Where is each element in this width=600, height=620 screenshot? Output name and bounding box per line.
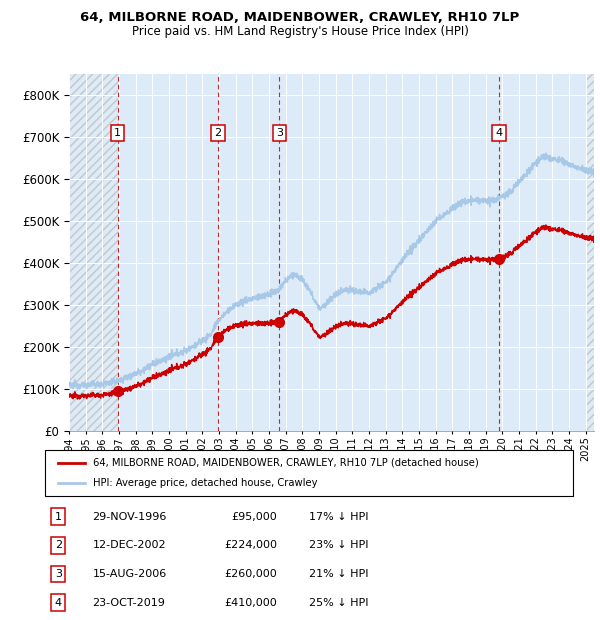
Text: 4: 4: [496, 128, 503, 138]
Text: £260,000: £260,000: [224, 569, 277, 579]
Text: 21% ↓ HPI: 21% ↓ HPI: [309, 569, 368, 579]
Text: 3: 3: [55, 569, 62, 579]
Text: 2: 2: [55, 540, 62, 550]
Text: Price paid vs. HM Land Registry's House Price Index (HPI): Price paid vs. HM Land Registry's House …: [131, 25, 469, 38]
Text: 23% ↓ HPI: 23% ↓ HPI: [309, 540, 368, 550]
Text: 1: 1: [114, 128, 121, 138]
Text: 3: 3: [276, 128, 283, 138]
Text: 2: 2: [215, 128, 222, 138]
Text: 25% ↓ HPI: 25% ↓ HPI: [309, 598, 368, 608]
Text: 29-NOV-1996: 29-NOV-1996: [92, 512, 167, 521]
Text: HPI: Average price, detached house, Crawley: HPI: Average price, detached house, Craw…: [92, 479, 317, 489]
Text: 64, MILBORNE ROAD, MAIDENBOWER, CRAWLEY, RH10 7LP (detached house): 64, MILBORNE ROAD, MAIDENBOWER, CRAWLEY,…: [92, 458, 478, 467]
Text: 23-OCT-2019: 23-OCT-2019: [92, 598, 166, 608]
Text: 15-AUG-2006: 15-AUG-2006: [92, 569, 167, 579]
Text: 64, MILBORNE ROAD, MAIDENBOWER, CRAWLEY, RH10 7LP: 64, MILBORNE ROAD, MAIDENBOWER, CRAWLEY,…: [80, 11, 520, 24]
Text: 17% ↓ HPI: 17% ↓ HPI: [309, 512, 368, 521]
Text: £224,000: £224,000: [224, 540, 277, 550]
Text: 4: 4: [55, 598, 62, 608]
Text: £95,000: £95,000: [232, 512, 277, 521]
Text: £410,000: £410,000: [224, 598, 277, 608]
Text: 1: 1: [55, 512, 62, 521]
Text: 12-DEC-2002: 12-DEC-2002: [92, 540, 166, 550]
